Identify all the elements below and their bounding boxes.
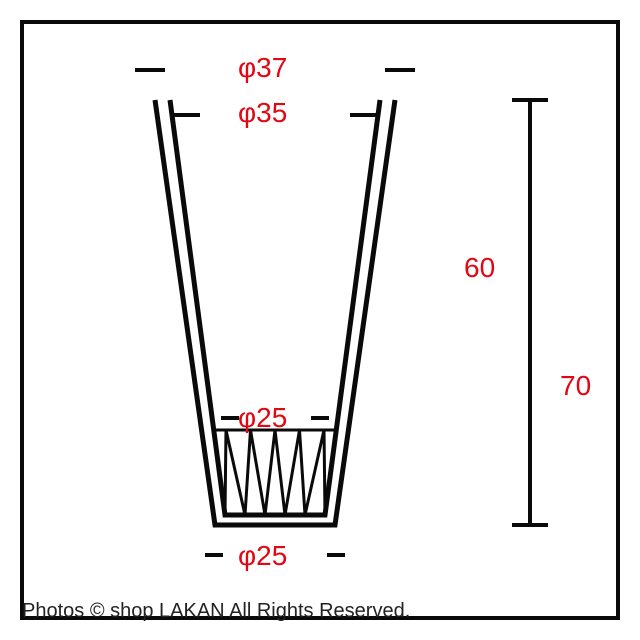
label-inner-diameter-25: φ25	[238, 402, 287, 434]
label-height-60: 60	[464, 252, 495, 284]
diagram-svg	[0, 0, 640, 640]
label-height-70: 70	[560, 370, 591, 402]
label-diameter-35: φ35	[238, 97, 287, 129]
copyright-text: Photos © shop LAKAN All Rights Reserved.	[22, 600, 410, 623]
label-bottom-diameter-25: φ25	[238, 540, 287, 572]
label-diameter-37: φ37	[238, 52, 287, 84]
